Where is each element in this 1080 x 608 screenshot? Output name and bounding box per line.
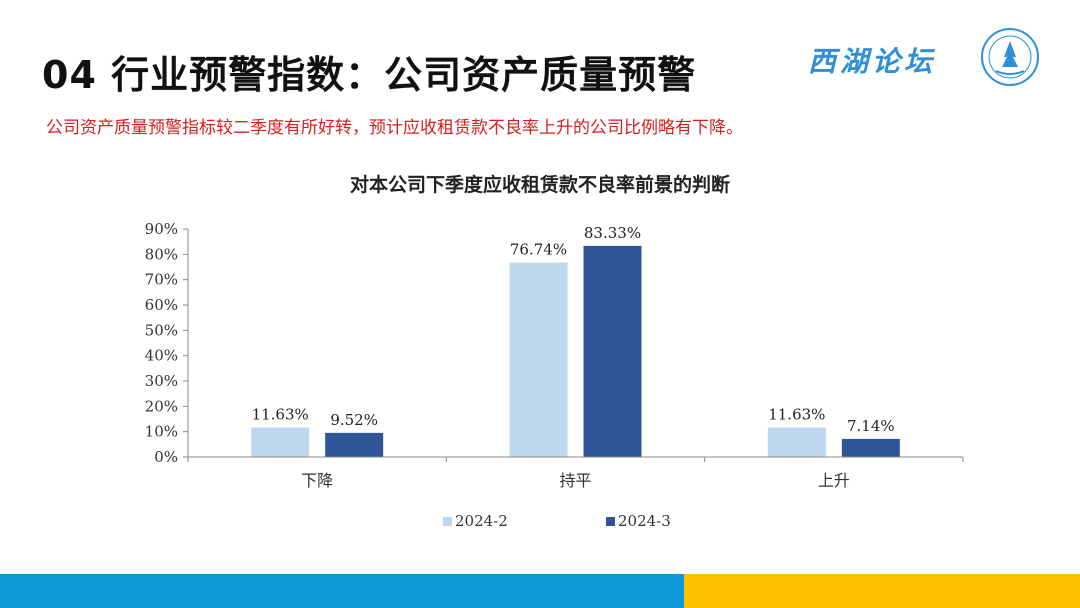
page-title: 04 行业预警指数：公司资产质量预警 — [42, 53, 697, 97]
data-label: 83.33% — [584, 224, 641, 242]
y-tick-label: 20% — [145, 397, 178, 415]
y-tick-label: 30% — [145, 372, 178, 390]
y-tick-label: 90% — [145, 220, 178, 238]
x-tick-label: 上升 — [818, 471, 850, 490]
forum-seal-logo — [981, 28, 1039, 86]
brand-logo-text: 西湖论坛 — [808, 45, 937, 78]
bar-2024-2-下降 — [251, 427, 310, 457]
legend-label: 2024-2 — [455, 512, 508, 530]
bar-2024-3-下降 — [325, 432, 384, 457]
bars: 11.63% 76.74% 11.63% 9.52% 83.33% 7.14% — [251, 224, 900, 457]
legend-label: 2024-3 — [618, 512, 671, 530]
x-tick-label: 下降 — [301, 471, 333, 490]
y-tick-label: 60% — [145, 296, 178, 314]
bar-chart: 对本公司下季度应收租赁款不良率前景的判断 0% 10% 20% 30% 40% 50% 60… — [145, 173, 964, 530]
footer-band-yellow — [684, 574, 1080, 608]
y-axis: 0% 10% 20% 30% 40% 50% 60% 70% 80% 90% — [145, 220, 189, 466]
data-label: 76.74% — [510, 241, 567, 259]
page-subtitle: 公司资产质量预警指标较二季度有所好转，预计应收租赁款不良率上升的公司比例略有下降… — [46, 118, 743, 138]
y-tick-label: 70% — [145, 271, 178, 289]
data-label: 11.63% — [768, 406, 825, 424]
data-label: 7.14% — [847, 417, 895, 435]
legend: 2024-2 2024-3 — [443, 512, 671, 530]
data-label: 11.63% — [252, 406, 309, 424]
bar-2024-2-上升 — [767, 427, 826, 457]
y-tick-label: 40% — [145, 347, 178, 365]
data-label: 9.52% — [330, 411, 378, 429]
footer-band-blue — [0, 574, 684, 608]
x-tick-label: 持平 — [559, 471, 591, 490]
y-tick-label: 0% — [154, 448, 178, 466]
y-tick-label: 80% — [145, 245, 178, 263]
y-tick-label: 50% — [145, 321, 178, 339]
x-axis: 下降 持平 上升 — [187, 456, 964, 490]
legend-swatch — [443, 517, 452, 526]
bar-2024-3-上升 — [841, 438, 900, 457]
legend-swatch — [606, 517, 615, 526]
bar-2024-3-持平 — [583, 245, 642, 457]
chart-title: 对本公司下季度应收租赁款不良率前景的判断 — [350, 173, 730, 196]
bar-2024-2-持平 — [509, 262, 568, 457]
y-tick-label: 10% — [145, 423, 178, 441]
